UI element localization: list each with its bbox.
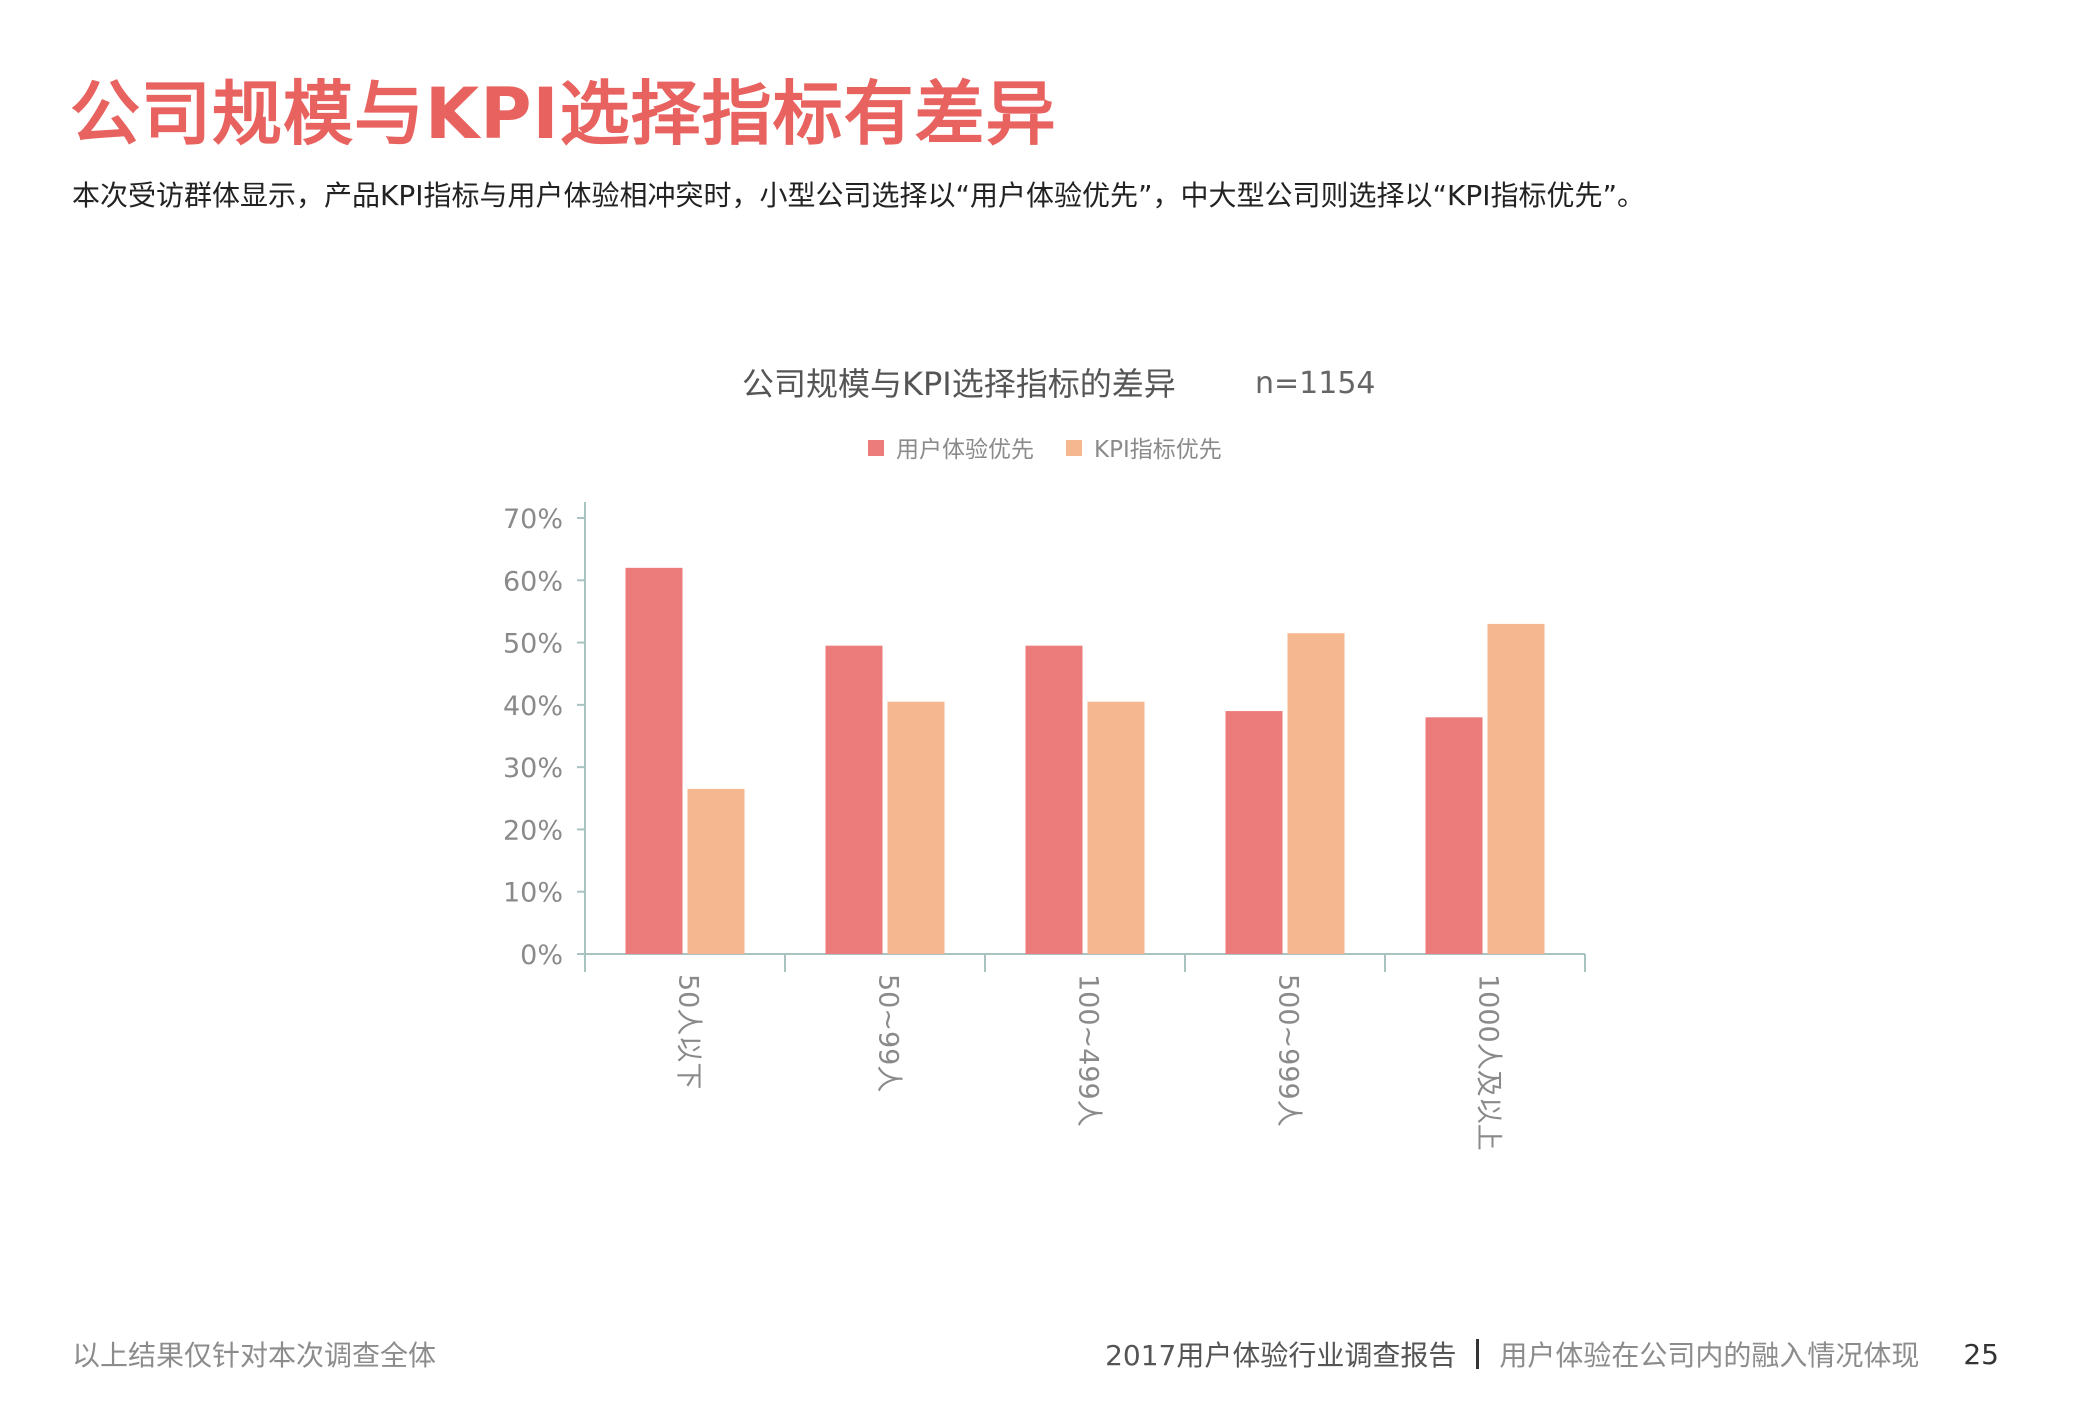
bar (1025, 645, 1083, 954)
y-tick-label: 40% (503, 691, 563, 722)
y-tick-label: 10% (503, 878, 563, 909)
y-tick-label: 70% (503, 504, 563, 535)
page-title: 公司规模与KPI选择指标有差异 (70, 73, 1057, 155)
y-tick-label: 50% (503, 629, 563, 660)
chart-title: 公司规模与KPI选择指标的差异 (742, 365, 1176, 403)
y-tick-label: 0% (520, 940, 563, 971)
footer-section-name: 用户体验在公司内的融入情况体现 (1499, 1339, 1920, 1372)
x-tick-label: 100~499人 (1073, 974, 1104, 1127)
y-tick-label: 60% (503, 566, 563, 597)
y-tick-label: 30% (503, 753, 563, 784)
chart-plot-area: 0% 10% 20% 30% 40% 50% 60% 70% 50人以下 50~99人 100~49… (503, 502, 1586, 1151)
footer-report-name: 2017用户体验行业调查报告 (1105, 1339, 1457, 1372)
legend-swatch (868, 440, 884, 456)
x-tick-label: 1000人及以上 (1473, 974, 1504, 1151)
bar (625, 567, 683, 954)
bar (887, 701, 945, 954)
bar (687, 788, 745, 954)
chart-sample-size: n=1154 (1255, 366, 1376, 401)
legend-swatch (1066, 440, 1082, 456)
legend-label: 用户体验优先 (896, 437, 1034, 463)
bar (1087, 701, 1145, 954)
footer-divider (1476, 1339, 1480, 1369)
x-tick-label: 50人以下 (673, 974, 704, 1089)
bar (1425, 717, 1483, 954)
bar (1487, 623, 1545, 954)
bar (1225, 711, 1283, 954)
x-tick-label: 500~999人 (1273, 974, 1304, 1127)
bar (825, 645, 883, 954)
chart-legend: 用户体验优先 KPI指标优先 (868, 437, 1222, 463)
footer-info: 2017用户体验行业调查报告 用户体验在公司内的融入情况体现 25 (1105, 1334, 1999, 1374)
page-subtitle: 本次受访群体显示，产品KPI指标与用户体验相冲突时，小型公司选择以“用户体验优先… (72, 179, 1646, 212)
bar (1287, 633, 1345, 954)
x-tick-label: 50~99人 (873, 974, 904, 1092)
page-number: 25 (1963, 1337, 1999, 1371)
footer-note: 以上结果仅针对本次调查全体 (72, 1339, 437, 1372)
legend-label: KPI指标优先 (1094, 437, 1222, 463)
y-tick-label: 20% (503, 815, 563, 846)
